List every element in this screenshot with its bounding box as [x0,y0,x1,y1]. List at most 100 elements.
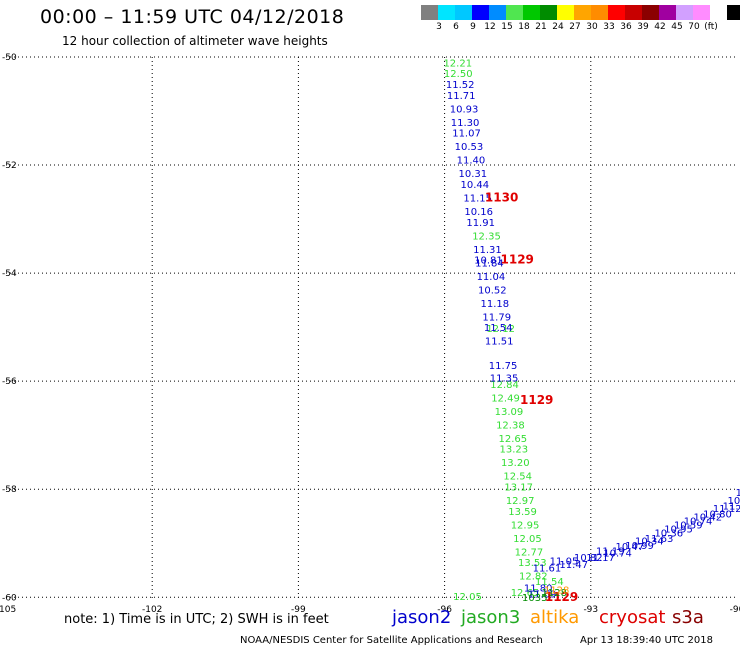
data-point-label: 11.71 [447,91,476,102]
data-point-label: 13.59 [508,507,537,518]
color-scale-label: 21 [535,22,547,32]
data-point-label: 12.97 [506,496,535,507]
data-point-label: 1130 [485,190,518,204]
data-point-label: 11.05 [550,557,579,568]
data-point-label: 10.81 [474,256,503,267]
data-point-label: 1129 [520,393,553,407]
y-tick-label: -60 [2,593,17,603]
color-scale-label: 30 [586,22,598,32]
color-swatch [727,5,740,20]
generated-timestamp: Apr 13 18:39:40 UTC 2018 [580,635,713,646]
color-swatch [421,5,438,20]
color-scale-bar [421,5,740,20]
data-point-label: 10.93 [450,104,479,115]
data-point-label: 12.35 [472,231,501,242]
color-swatch [557,5,574,20]
chart-title: 00:00 – 11:59 UTC 04/12/2018 [40,6,345,28]
x-tick-label: -102 [142,605,162,615]
data-point-label: 11.31 [473,245,502,256]
data-point-label: 11.69 [528,590,557,601]
data-point-label: 10.99 [625,541,654,552]
y-tick-label: -52 [2,161,17,171]
data-point-label: 13.53 [518,558,547,569]
data-point-label: 11.35 [490,373,519,384]
legend-jason3: jason3 [461,607,521,628]
data-point-label: 10.44 [460,180,489,191]
data-point-label: 11.40 [457,156,486,167]
data-point-label: 10.74 [684,517,713,528]
data-point-label: 1128 [544,586,569,597]
data-point-label: 1128 [542,588,567,599]
data-point-label: 13.17 [504,483,533,494]
color-scale-label: 6 [453,22,459,32]
data-point-label: 11.19 [596,546,625,557]
color-swatch [438,5,455,20]
data-point-label: 1129 [501,253,534,267]
color-swatch [472,5,489,20]
y-tick-label: -58 [2,485,17,495]
data-point-label: 11.63 [645,534,674,545]
data-point-label: 11.91 [466,218,495,229]
data-point-label: 11.54 [535,577,564,588]
data-point-label: 13.23 [499,445,528,456]
data-point-label: 12.82 [519,572,548,583]
data-point-label: 10.34 [635,537,664,548]
data-point-label: 1129 [545,590,578,604]
data-point-label: 11.75 [489,361,518,372]
color-swatch [574,5,591,20]
data-point-label: 10.81 [728,496,740,507]
data-point-label: 11.61 [533,564,562,575]
data-point-label: 10.9 [736,488,740,499]
data-point-label: 11.79 [482,312,511,323]
color-swatch [693,5,710,20]
data-point-label: 11.51 [485,337,514,348]
data-point-label: 10.31 [459,169,488,180]
data-point-label: 11.07 [452,129,481,140]
data-point-label: 11.15 [463,193,492,204]
data-point-label: 10.80 [703,510,732,521]
color-swatch [506,5,523,20]
data-point-label: 10.82 [574,553,603,564]
data-point-label: 10.74 [603,548,632,559]
color-scale-label: 3 [436,22,442,32]
color-scale-label: 42 [654,22,666,32]
color-swatch [591,5,608,20]
color-scale-label: 9 [470,22,476,32]
data-point-label: 11.41 [723,501,740,512]
x-tick-label: -96 [437,605,452,615]
data-point-label: 10.53 [455,142,484,153]
data-point-label: 11.54 [484,323,513,334]
color-scale-label: 39 [637,22,649,32]
data-point-label: 12.54 [503,472,532,483]
data-point-label: 12.84 [490,380,519,391]
chart-subtitle: 12 hour collection of altimeter wave hei… [62,34,328,48]
data-point-label: 12.21 [443,58,472,69]
data-point-label: 12.05 [453,592,482,603]
credit-line: NOAA/NESDIS Center for Satellite Applica… [240,635,543,646]
color-scale-label: (ft) [704,22,718,32]
data-point-label: 11.47 [559,560,588,571]
color-swatch [625,5,642,20]
data-point-label: 10.59 [674,520,703,531]
data-point-label: 12.50 [444,69,473,80]
color-swatch [455,5,472,20]
color-scale-label: 18 [518,22,530,32]
data-point-label: 11.04 [477,272,506,283]
data-point-label: 11.12 [713,504,740,515]
data-point-label: 10.95 [664,525,693,536]
data-point-label: 10.47 [615,542,644,553]
color-scale-label: 24 [552,22,564,32]
color-swatch [642,5,659,20]
data-point-label: 12.49 [491,393,520,404]
y-tick-label: -50 [2,53,17,63]
color-scale-label: 45 [671,22,683,32]
color-scale-label: 27 [569,22,581,32]
data-point-label: 13.09 [495,407,524,418]
color-swatch [489,5,506,20]
data-point-label: 10.42 [693,512,722,523]
y-tick-label: -54 [2,269,17,279]
legend-s3a: s3a [672,607,704,628]
data-point-label: 10.52 [478,285,507,296]
